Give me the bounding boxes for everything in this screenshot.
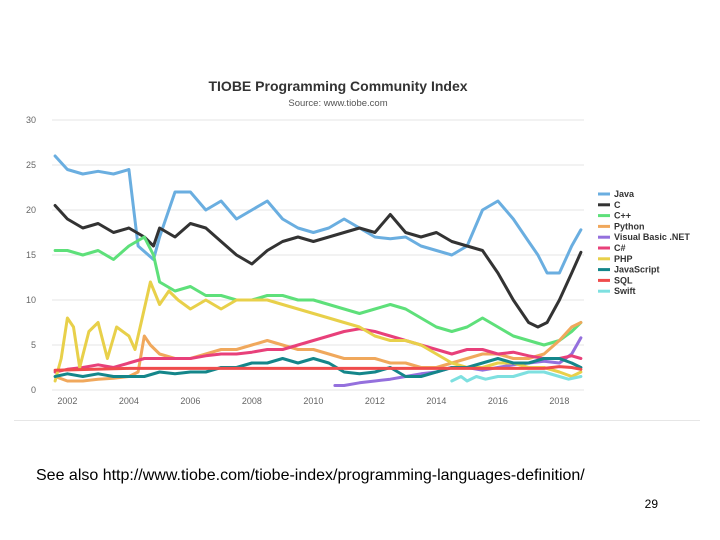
chart-title: TIOBE Programming Community Index	[208, 78, 467, 94]
legend-label-visual-basic-net: Visual Basic .NET	[614, 232, 690, 242]
x-axis-ticks: 2002 2004 2006 2008 2010 2012 2014 2016 2018	[57, 396, 569, 406]
series-line-csharp	[53, 327, 583, 374]
series-line-cplusplus	[53, 235, 583, 347]
reference-caption: See also http://www.tiobe.com/tiobe-inde…	[36, 467, 585, 484]
x-tick-label: 2002	[57, 396, 77, 406]
series-lines	[53, 154, 583, 387]
series-line-swift	[450, 370, 583, 383]
series-line-sql	[53, 365, 583, 372]
legend-label-cplusplus: C++	[614, 211, 631, 221]
tiobe-line-chart: TIOBE Programming Community Index Source…	[26, 78, 690, 406]
legend-label-c: C	[614, 200, 621, 210]
legend-label-sql: SQL	[614, 275, 633, 285]
chart-subtitle: Source: www.tiobe.com	[288, 98, 387, 109]
x-tick-label: 2004	[119, 396, 139, 406]
legend-label-java: Java	[614, 189, 635, 199]
y-tick-label: 30	[26, 115, 36, 125]
series-line-java	[53, 154, 583, 275]
y-tick-label: 0	[31, 385, 36, 395]
x-tick-label: 2008	[242, 396, 262, 406]
series-line-javascript	[53, 357, 583, 378]
y-tick-label: 5	[31, 340, 36, 350]
legend-label-swift: Swift	[614, 286, 636, 296]
x-tick-label: 2010	[303, 396, 323, 406]
legend-label-php: PHP	[614, 254, 633, 264]
x-tick-label: 2006	[180, 396, 200, 406]
y-tick-label: 10	[26, 295, 36, 305]
legend-label-javascript: JavaScript	[614, 265, 660, 275]
chart-container: TIOBE Programming Community Index Source…	[14, 68, 700, 421]
x-tick-label: 2016	[488, 396, 508, 406]
y-tick-label: 25	[26, 160, 36, 170]
x-tick-label: 2012	[365, 396, 385, 406]
legend-label-python: Python	[614, 221, 645, 231]
x-tick-label: 2014	[426, 396, 446, 406]
y-axis-ticks: 0 5 10 15 20 25 30	[26, 115, 36, 395]
legend-label-csharp: C#	[614, 243, 626, 253]
y-tick-label: 20	[26, 205, 36, 215]
x-tick-label: 2018	[549, 396, 569, 406]
series-line-python	[53, 321, 583, 383]
page-number: 29	[644, 497, 658, 511]
y-tick-label: 15	[26, 250, 36, 260]
